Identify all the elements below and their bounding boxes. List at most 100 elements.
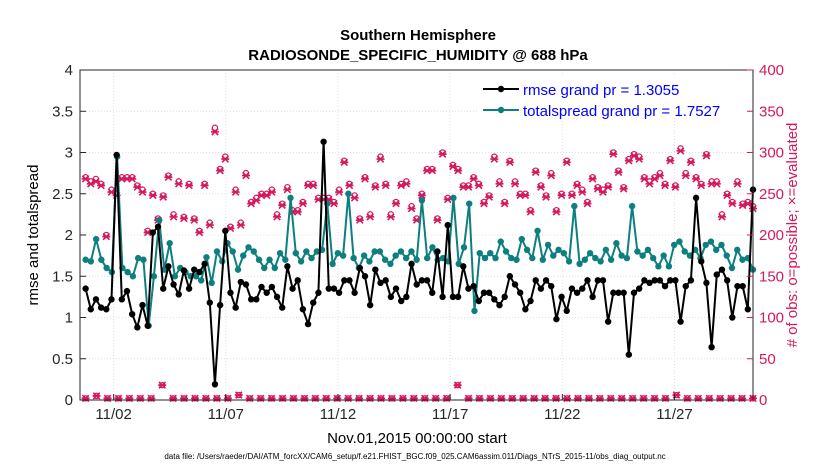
obs-evaluated-marker — [417, 191, 426, 200]
rmse-point — [667, 277, 674, 284]
rmse-point — [253, 296, 260, 303]
totalspread-point — [471, 307, 478, 315]
rmse-point — [434, 248, 441, 255]
rmse-point — [615, 289, 622, 296]
totalspread-point — [87, 258, 95, 265]
obs-evaluated-marker — [402, 180, 411, 188]
obs-evaluated-marker — [526, 208, 535, 216]
totalspread-point — [250, 248, 257, 255]
totalspread-point — [571, 202, 578, 210]
rmse-point — [439, 293, 446, 301]
rmse-point — [516, 289, 524, 296]
rmse-point — [387, 293, 395, 301]
y-right-tick-label: 100 — [759, 310, 784, 327]
rmse-point — [723, 277, 731, 284]
obs-evaluated-marker — [733, 180, 742, 188]
rmse-point — [196, 268, 203, 276]
chart-title-line1: Southern Hemisphere — [340, 27, 496, 44]
rmse-point — [201, 260, 208, 268]
rmse-point — [82, 285, 89, 292]
rmse-point — [134, 324, 141, 331]
totalspread-point — [271, 264, 278, 272]
obs-evaluated-marker — [231, 188, 240, 196]
rmse-point — [242, 281, 250, 288]
rmse-point — [656, 277, 664, 284]
totalspread-point — [134, 254, 142, 262]
rmse-point — [563, 307, 570, 315]
totalspread-point — [208, 279, 215, 287]
x-tick-label: 11/22 — [544, 406, 580, 423]
obs-evaluated-marker — [479, 199, 488, 208]
obs-evaluated-marker — [717, 213, 726, 221]
obs-evaluated-marker — [567, 191, 576, 200]
rmse-point — [144, 322, 151, 329]
totalspread-point — [728, 264, 736, 272]
legend-box — [478, 76, 747, 118]
rmse-point — [92, 296, 100, 303]
totalspread-point — [313, 248, 321, 255]
obs-evaluated-marker — [221, 155, 230, 163]
rmse-point — [522, 306, 529, 313]
totalspread-point — [402, 254, 410, 262]
y-axis-right-label: # of obs: o=possible; ×=evaluated — [784, 123, 801, 348]
y-tick-label: 2 — [65, 227, 73, 244]
obs-evaluated-marker — [433, 216, 442, 224]
obs-evaluated-marker — [697, 181, 706, 190]
rmse-point — [180, 267, 188, 274]
y-right-tick-label: 150 — [759, 268, 784, 285]
obs-evaluated-marker — [583, 199, 592, 208]
totalspread-point — [245, 244, 252, 251]
obs-evaluated-marker — [588, 175, 597, 183]
rmse-point — [372, 266, 379, 273]
rmse-point — [465, 285, 472, 292]
obs-evaluated-marker — [505, 158, 514, 167]
obs-evaluated-marker — [205, 221, 214, 229]
rmse-point — [149, 229, 157, 236]
rmse-point — [139, 301, 146, 309]
rmse-point — [87, 306, 94, 313]
totalspread-point — [282, 256, 289, 263]
obs-evaluated-marker — [604, 183, 613, 191]
totalspread-point — [534, 227, 541, 235]
obs-evaluated-marker — [298, 199, 307, 208]
rmse-point — [449, 293, 457, 301]
totalspread-point — [739, 256, 746, 263]
obs-evaluated-marker — [97, 181, 106, 190]
rmse-point — [247, 296, 255, 303]
rmse-point — [284, 263, 291, 270]
rmse-point — [170, 281, 177, 288]
obs-evaluated-marker — [500, 199, 509, 208]
rmse-point — [113, 151, 120, 159]
totalspread-point — [371, 248, 378, 255]
rmse-point — [661, 282, 669, 290]
obs-evaluated-marker — [329, 199, 338, 208]
obs-evaluated-marker — [381, 181, 390, 190]
rmse-point — [341, 277, 348, 284]
rmse-point — [97, 304, 105, 311]
totalspread-point — [586, 249, 594, 257]
totalspread-point — [718, 241, 725, 249]
obs-evaluated-marker — [619, 185, 628, 193]
obs-evaluated-marker — [128, 175, 137, 183]
totalspread-point — [555, 246, 562, 254]
y-tick-label: 1 — [65, 310, 73, 327]
obs-evaluated-marker — [469, 175, 478, 183]
obs-evaluated-marker — [723, 191, 732, 200]
rmse-point — [377, 279, 384, 287]
rmse-point — [418, 277, 426, 284]
totalspread-point — [418, 197, 426, 204]
obs-evaluated-marker — [681, 171, 690, 180]
rmse-point — [589, 293, 596, 301]
legend-rmse-label: rmse grand pr = 1.3055 — [523, 82, 679, 99]
y-tick-label: 2.5 — [52, 186, 73, 203]
rmse-point — [382, 277, 389, 284]
rmse-point — [299, 306, 307, 313]
rmse-point — [568, 285, 576, 292]
obs-evaluated-marker — [464, 183, 473, 191]
totalspread-point — [702, 241, 709, 249]
obs-evaluated-marker — [102, 232, 111, 241]
totalspread-point — [213, 248, 221, 255]
totalspread-point — [82, 256, 89, 263]
obs-evaluated-marker — [557, 191, 566, 200]
y-tick-label: 3.5 — [52, 103, 73, 120]
